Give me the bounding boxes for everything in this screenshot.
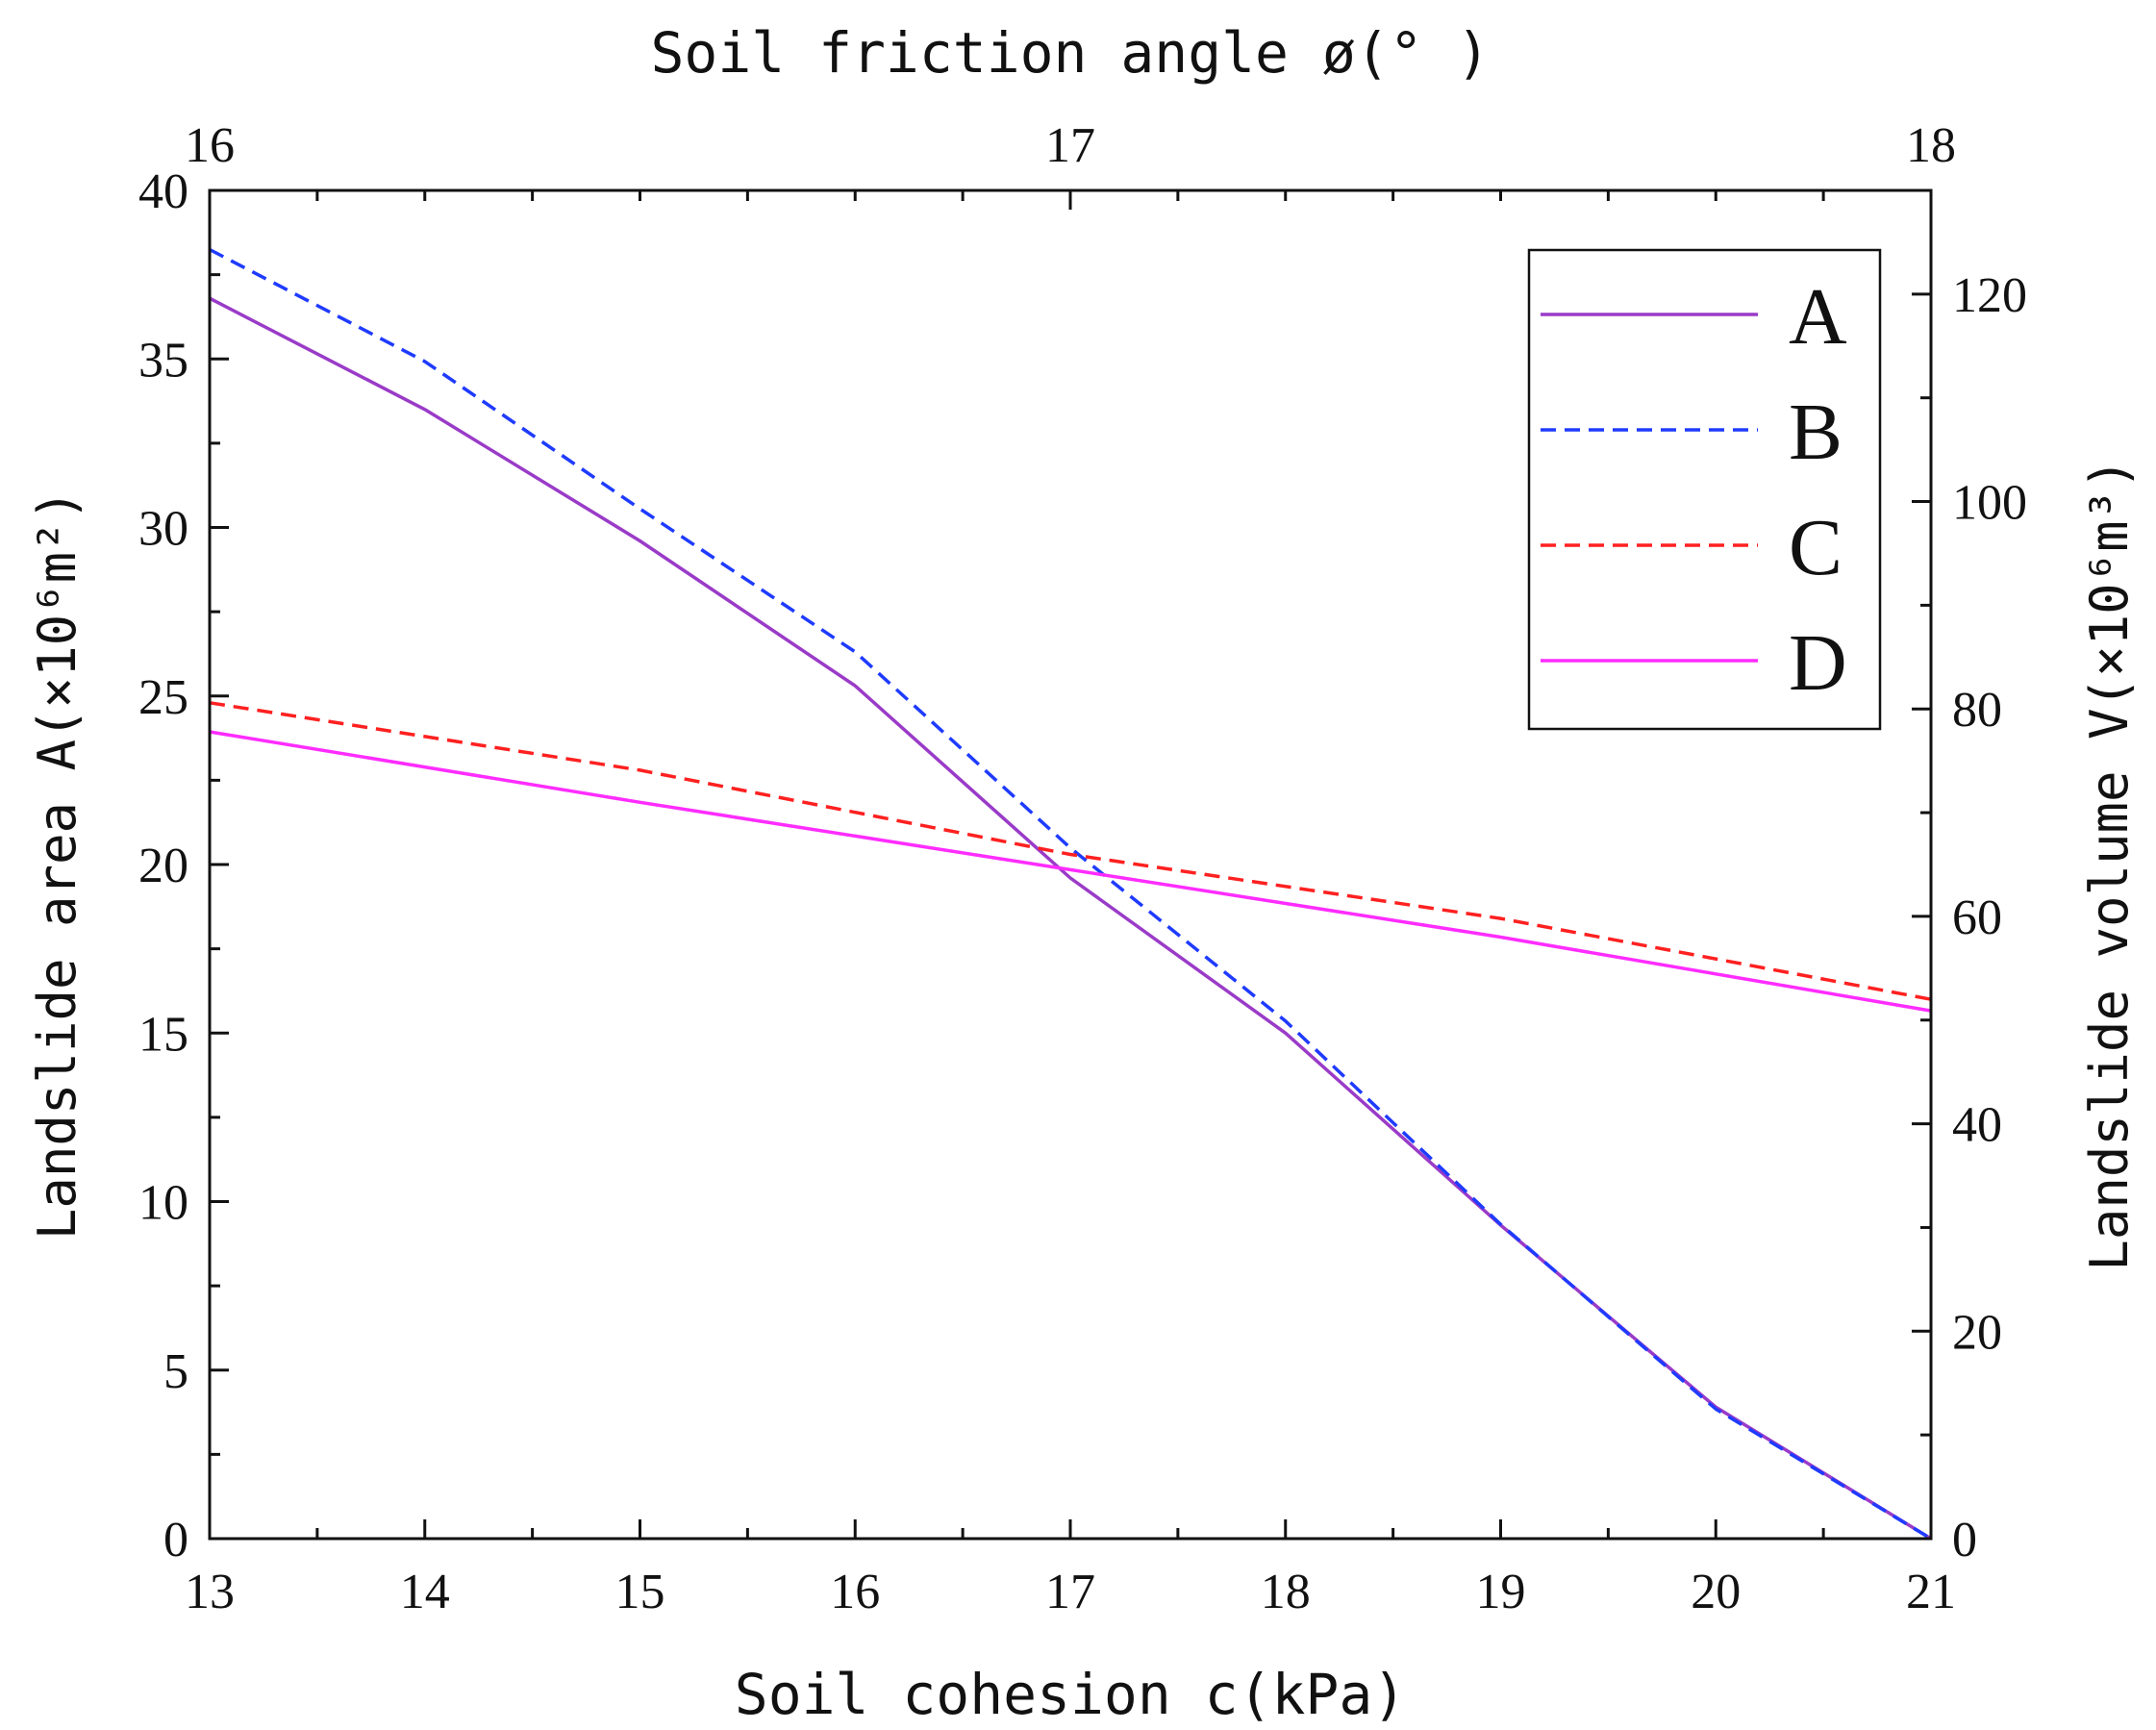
series-line-c [209, 701, 1932, 1001]
y-right-tick-label: 60 [1952, 890, 2002, 945]
x-bottom-tick-label: 16 [830, 1565, 880, 1619]
y-left-tick-label: 15 [138, 1007, 188, 1062]
tick-labels-layer: 13 14 15 16 17 18 19 20 21 16 17 18 0 5 10 15 20 25 30 35 40… [138, 118, 2027, 1619]
x-bottom-tick-label: 19 [1476, 1565, 1526, 1619]
ticks-layer [208, 188, 1933, 1541]
y-left-tick-label: 35 [138, 333, 188, 388]
x-axis-top-title: Soil friction angle ø(° ) [651, 20, 1491, 86]
y-right-tick-label: 120 [1952, 268, 2027, 323]
legend-box [1527, 248, 1882, 731]
x-bottom-tick-label: 15 [615, 1565, 665, 1619]
y-right-tick-label: 100 [1952, 476, 2027, 531]
y-left-tick-label: 10 [138, 1176, 188, 1231]
y-right-tick-label: 40 [1952, 1098, 2002, 1153]
x-top-tick-label: 16 [185, 118, 235, 173]
x-top-tick-label: 17 [1045, 118, 1095, 173]
y-left-tick-label: 30 [138, 502, 188, 557]
x-bottom-tick-label: 13 [185, 1565, 235, 1619]
x-bottom-tick-label: 18 [1261, 1565, 1311, 1619]
y-axis-left-title: Landslide area A(×10⁶m²) [27, 489, 88, 1240]
y-left-tick-label: 5 [163, 1344, 188, 1399]
x-bottom-tick-label: 21 [1906, 1565, 1956, 1619]
y-right-tick-label: 80 [1952, 683, 2002, 738]
series-layer [209, 247, 1932, 1541]
legend-label-c: C [1789, 503, 1843, 592]
y-right-tick-label: 20 [1952, 1305, 2002, 1360]
x-top-tick-label: 18 [1906, 118, 1956, 173]
y-left-tick-label: 20 [138, 839, 188, 893]
y-axis-right-title: Landslide volume V(×10⁶m³) [2079, 458, 2140, 1270]
series-line-d [209, 730, 1932, 1013]
y-left-tick-label: 25 [138, 670, 188, 725]
x-bottom-tick-label: 20 [1691, 1565, 1741, 1619]
x-bottom-tick-label: 14 [400, 1565, 450, 1619]
y-right-tick-label: 0 [1952, 1513, 1977, 1567]
series-line-b [209, 247, 1932, 1541]
legend-label-a: A [1789, 272, 1847, 362]
x-axis-bottom-title: Soil cohesion c(kPa) [735, 1662, 1406, 1727]
x-bottom-tick-label: 17 [1045, 1565, 1095, 1619]
legend-label-d: D [1789, 618, 1847, 708]
y-left-tick-label: 0 [163, 1513, 188, 1567]
legend-label-b: B [1789, 388, 1843, 477]
y-left-tick-label: 40 [138, 164, 188, 219]
